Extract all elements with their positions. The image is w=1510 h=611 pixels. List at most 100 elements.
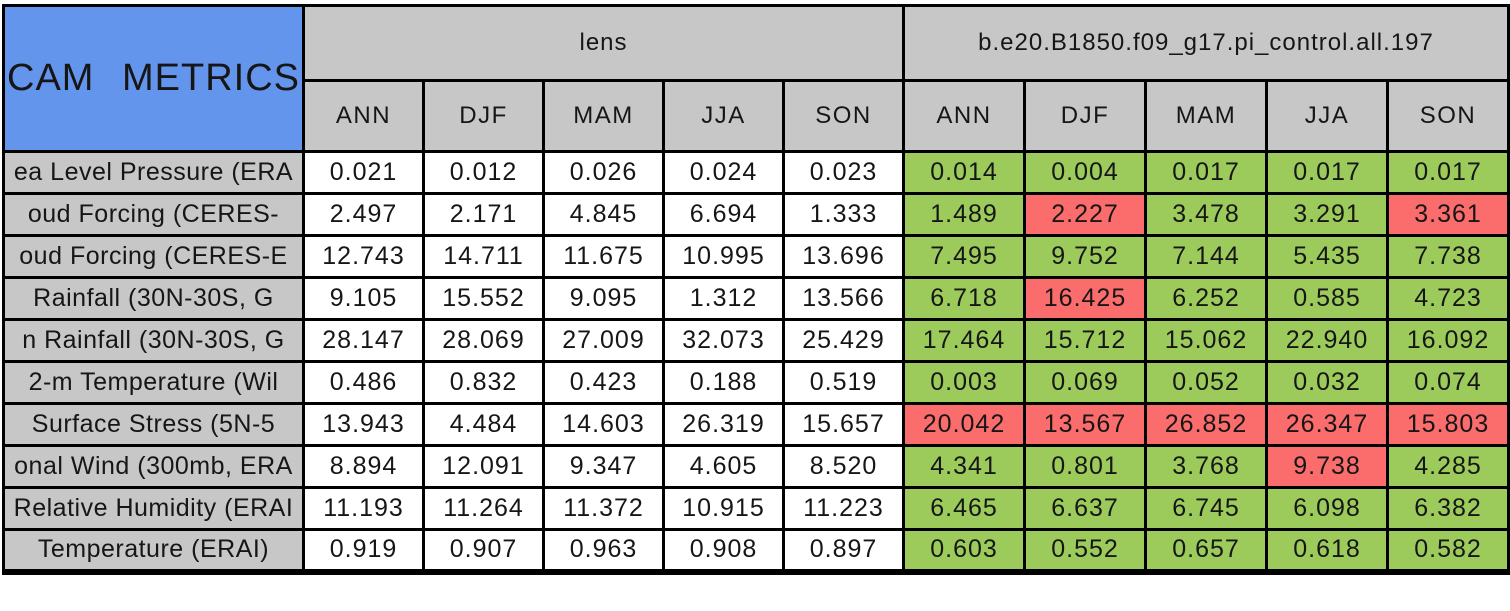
lens-value-cell: 15.552 [422, 276, 545, 321]
season-header: ANN [902, 79, 1026, 153]
metric-label: ea Level Pressure (ERA [2, 150, 305, 195]
lens-value-cell: 13.696 [782, 234, 905, 279]
lens-value-cell: 27.009 [542, 318, 665, 363]
control-value-cell: 2.227 [1023, 192, 1147, 237]
control-value-cell: 3.291 [1265, 192, 1389, 237]
header-row-seasons: ANN DJF MAM JJA SON ANN DJF MAM JJA SON [4, 79, 1510, 153]
control-value-cell: 0.801 [1023, 444, 1147, 489]
lens-value-cell: 9.105 [302, 276, 425, 321]
metric-label: Surface Stress (5N-5 [2, 402, 305, 447]
control-value-cell: 17.464 [902, 318, 1026, 363]
lens-value-cell: 14.711 [422, 234, 545, 279]
lens-value-cell: 13.566 [782, 276, 905, 321]
season-header: JJA [662, 79, 785, 153]
control-value-cell: 4.285 [1386, 444, 1510, 489]
season-header: SON [782, 79, 905, 153]
header-row-groups: CAM METRICS lens b.e20.B1850.f09_g17.pi_co… [2, 4, 1510, 153]
lens-value-cell: 0.024 [662, 150, 785, 195]
metric-label: Rainfall (30N-30S, G [2, 276, 305, 321]
season-header: DJF [1023, 79, 1147, 153]
lens-value-cell: 2.171 [422, 192, 545, 237]
lens-value-cell: 0.188 [662, 360, 785, 405]
metric-label: Relative Humidity (ERAI [2, 486, 305, 531]
control-value-cell: 6.745 [1144, 486, 1268, 531]
control-value-cell: 26.347 [1265, 402, 1389, 447]
lens-value-cell: 0.897 [782, 528, 905, 575]
control-value-cell: 0.003 [902, 360, 1026, 405]
season-header: MAM [542, 79, 665, 153]
control-value-cell: 0.074 [1386, 360, 1510, 405]
lens-value-cell: 8.894 [302, 444, 425, 489]
lens-value-cell: 0.012 [422, 150, 545, 195]
control-value-cell: 0.585 [1265, 276, 1389, 321]
table-body: ea Level Pressure (ERA 0.021 0.012 0.026 0.0… [2, 150, 1510, 575]
control-value-cell: 20.042 [902, 402, 1026, 447]
lens-value-cell: 25.429 [782, 318, 905, 363]
lens-value-cell: 10.915 [662, 486, 785, 531]
lens-value-cell: 10.995 [662, 234, 785, 279]
control-value-cell: 7.738 [1386, 234, 1510, 279]
control-value-cell: 7.495 [902, 234, 1026, 279]
lens-value-cell: 0.519 [782, 360, 905, 405]
control-value-cell: 4.341 [902, 444, 1026, 489]
lens-value-cell: 1.312 [662, 276, 785, 321]
table-row: n Rainfall (30N-30S, G 28.147 28.069 27.009… [2, 318, 1510, 363]
table-row: Surface Stress (5N-5 13.943 4.484 14.603 26.… [2, 402, 1510, 447]
lens-value-cell: 0.023 [782, 150, 905, 195]
control-value-cell: 0.014 [902, 150, 1026, 195]
control-value-cell: 0.004 [1023, 150, 1147, 195]
control-value-cell: 0.017 [1386, 150, 1510, 195]
lens-value-cell: 12.743 [302, 234, 425, 279]
lens-value-cell: 0.963 [542, 528, 665, 575]
table-header: CAM METRICS lens b.e20.B1850.f09_g17.pi_co… [2, 4, 1510, 153]
table-row: Relative Humidity (ERAI 11.193 11.264 11.37… [2, 486, 1510, 531]
table-row: oud Forcing (CERES- 2.497 2.171 4.845 6.694 1… [2, 192, 1510, 237]
lens-value-cell: 0.021 [302, 150, 425, 195]
control-value-cell: 0.032 [1265, 360, 1389, 405]
lens-value-cell: 0.486 [302, 360, 425, 405]
control-value-cell: 3.768 [1144, 444, 1268, 489]
column-group-control: b.e20.B1850.f09_g17.pi_control.all.197 [902, 4, 1510, 82]
control-value-cell: 15.062 [1144, 318, 1268, 363]
lens-value-cell: 0.908 [662, 528, 785, 575]
lens-value-cell: 11.193 [302, 486, 425, 531]
lens-value-cell: 0.832 [422, 360, 545, 405]
lens-value-cell: 11.675 [542, 234, 665, 279]
control-value-cell: 22.940 [1265, 318, 1389, 363]
control-value-cell: 0.582 [1386, 528, 1510, 575]
control-value-cell: 0.017 [1144, 150, 1268, 195]
control-value-cell: 6.098 [1265, 486, 1389, 531]
control-value-cell: 6.465 [902, 486, 1026, 531]
season-header: JJA [1265, 79, 1389, 153]
control-value-cell: 6.718 [902, 276, 1026, 321]
table-row: Temperature (ERAI) 0.919 0.907 0.963 0.908 0.… [2, 528, 1510, 575]
control-value-cell: 6.637 [1023, 486, 1147, 531]
control-value-cell: 15.803 [1386, 402, 1510, 447]
control-value-cell: 0.618 [1265, 528, 1389, 575]
lens-value-cell: 15.657 [782, 402, 905, 447]
control-value-cell: 0.052 [1144, 360, 1268, 405]
lens-value-cell: 13.943 [302, 402, 425, 447]
lens-value-cell: 9.347 [542, 444, 665, 489]
control-value-cell: 9.752 [1023, 234, 1147, 279]
metric-label: oud Forcing (CERES-E [2, 234, 305, 279]
lens-value-cell: 11.372 [542, 486, 665, 531]
lens-value-cell: 9.095 [542, 276, 665, 321]
season-header: ANN [302, 79, 425, 153]
metrics-table-wrapper: CAM METRICS lens b.e20.B1850.f09_g17.pi_co… [2, 4, 1510, 575]
metric-label: n Rainfall (30N-30S, G [2, 318, 305, 363]
table-row: oud Forcing (CERES-E 12.743 14.711 11.675 10… [2, 234, 1510, 279]
lens-value-cell: 28.069 [422, 318, 545, 363]
table-row: Rainfall (30N-30S, G 9.105 15.552 9.095 1.31… [2, 276, 1510, 321]
lens-value-cell: 32.073 [662, 318, 785, 363]
control-value-cell: 1.489 [902, 192, 1026, 237]
control-value-cell: 0.017 [1265, 150, 1389, 195]
control-value-cell: 16.425 [1023, 276, 1147, 321]
control-value-cell: 3.478 [1144, 192, 1268, 237]
lens-value-cell: 14.603 [542, 402, 665, 447]
lens-value-cell: 11.264 [422, 486, 545, 531]
lens-value-cell: 4.605 [662, 444, 785, 489]
lens-value-cell: 0.907 [422, 528, 545, 575]
control-value-cell: 26.852 [1144, 402, 1268, 447]
control-value-cell: 6.382 [1386, 486, 1510, 531]
